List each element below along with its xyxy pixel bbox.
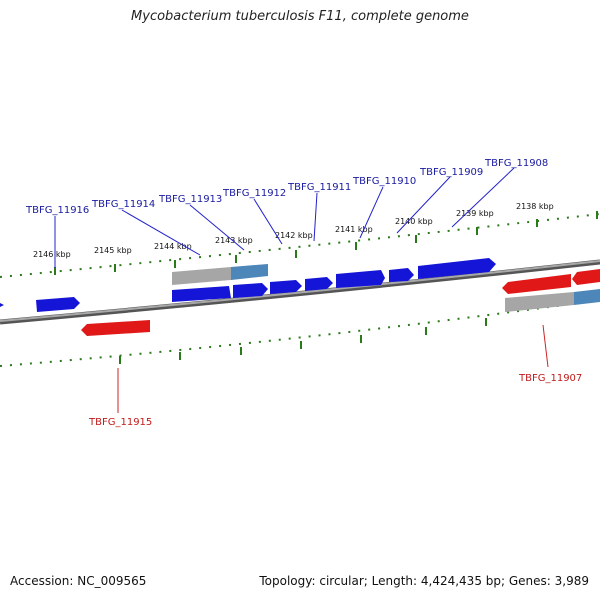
top-leader-lines: [54, 167, 515, 268]
forward-genes: [0, 258, 496, 312]
genome-title: Mycobacterium tuberculosis F11, complete…: [131, 9, 469, 24]
genome-backbone-highlight: [0, 260, 600, 322]
feature-bars: [172, 264, 600, 312]
inner-scale-track: [0, 299, 600, 367]
gene-tbfg-11912[interactable]: [270, 280, 302, 294]
outer-major-ticks: [54, 211, 598, 275]
gene-label-tbfg-11915[interactable]: TBFG_11915: [88, 417, 152, 428]
gene-tbfg-11916[interactable]: [0, 303, 4, 307]
scale-label-2143: 2143 kbp: [215, 236, 253, 245]
gene-label-tbfg-11913[interactable]: TBFG_11913: [158, 194, 222, 205]
gene-tbfg-11914[interactable]: [172, 286, 231, 302]
light-blue-feature-right: [574, 289, 600, 305]
gene-label-tbfg-11916[interactable]: TBFG_11916: [25, 205, 89, 216]
accession-text: Accession: NC_009565: [10, 574, 147, 588]
inner-major-ticks: [119, 318, 487, 364]
light-blue-feature-top: [231, 264, 268, 280]
genome-summary-text: Topology: circular; Length: 4,424,435 bp…: [259, 574, 589, 588]
gene-label-tbfg-11914[interactable]: TBFG_11914: [91, 199, 155, 210]
scale-label-2142: 2142 kbp: [275, 231, 313, 240]
gene-tbfg-11909[interactable]: [389, 268, 414, 282]
gray-feature-top: [172, 267, 231, 285]
gene-label-tbfg-11912[interactable]: TBFG_11912: [222, 188, 286, 199]
scale-label-2144: 2144 kbp: [154, 242, 192, 251]
gene-label-tbfg-11908[interactable]: TBFG_11908: [484, 158, 548, 169]
gene-label-tbfg-11911[interactable]: TBFG_11911: [287, 182, 351, 193]
scale-label-2145: 2145 kbp: [94, 246, 132, 255]
gene-tbfg-11915[interactable]: [81, 320, 150, 336]
scale-label-2139: 2139 kbp: [456, 209, 494, 218]
scale-label-2141: 2141 kbp: [335, 225, 373, 234]
scale-label-2140: 2140 kbp: [395, 217, 433, 226]
outer-scale-track: [0, 213, 600, 278]
gray-feature-right: [505, 292, 574, 312]
gene-label-tbfg-11909[interactable]: TBFG_11909: [419, 167, 483, 178]
bottom-leader-lines: [117, 324, 549, 413]
scale-label-2146: 2146 kbp: [33, 250, 71, 259]
gene-tbfg-11913[interactable]: [233, 283, 268, 298]
gene-tbfg-next-reverse[interactable]: [572, 269, 600, 285]
scale-label-2138: 2138 kbp: [516, 202, 554, 211]
top-gene-labels: TBFG_11916 TBFG_11914 TBFG_11913 TBFG_11…: [25, 158, 548, 216]
gene-label-tbfg-11907[interactable]: TBFG_11907: [518, 373, 582, 384]
gene-tbfg-11908[interactable]: [418, 258, 496, 279]
gene-tbfg-11911[interactable]: [305, 277, 333, 291]
gene-tbfg-11910[interactable]: [336, 270, 385, 288]
scale-labels: 2146 kbp 2145 kbp 2144 kbp 2143 kbp 2142…: [33, 202, 554, 259]
bottom-gene-labels: TBFG_11915 TBFG_11907: [88, 373, 582, 428]
gene-tbfg-11916-main[interactable]: [36, 297, 80, 312]
gene-tbfg-11907[interactable]: [502, 274, 571, 294]
reverse-genes: [81, 269, 600, 336]
gene-label-tbfg-11910[interactable]: TBFG_11910: [352, 176, 416, 187]
